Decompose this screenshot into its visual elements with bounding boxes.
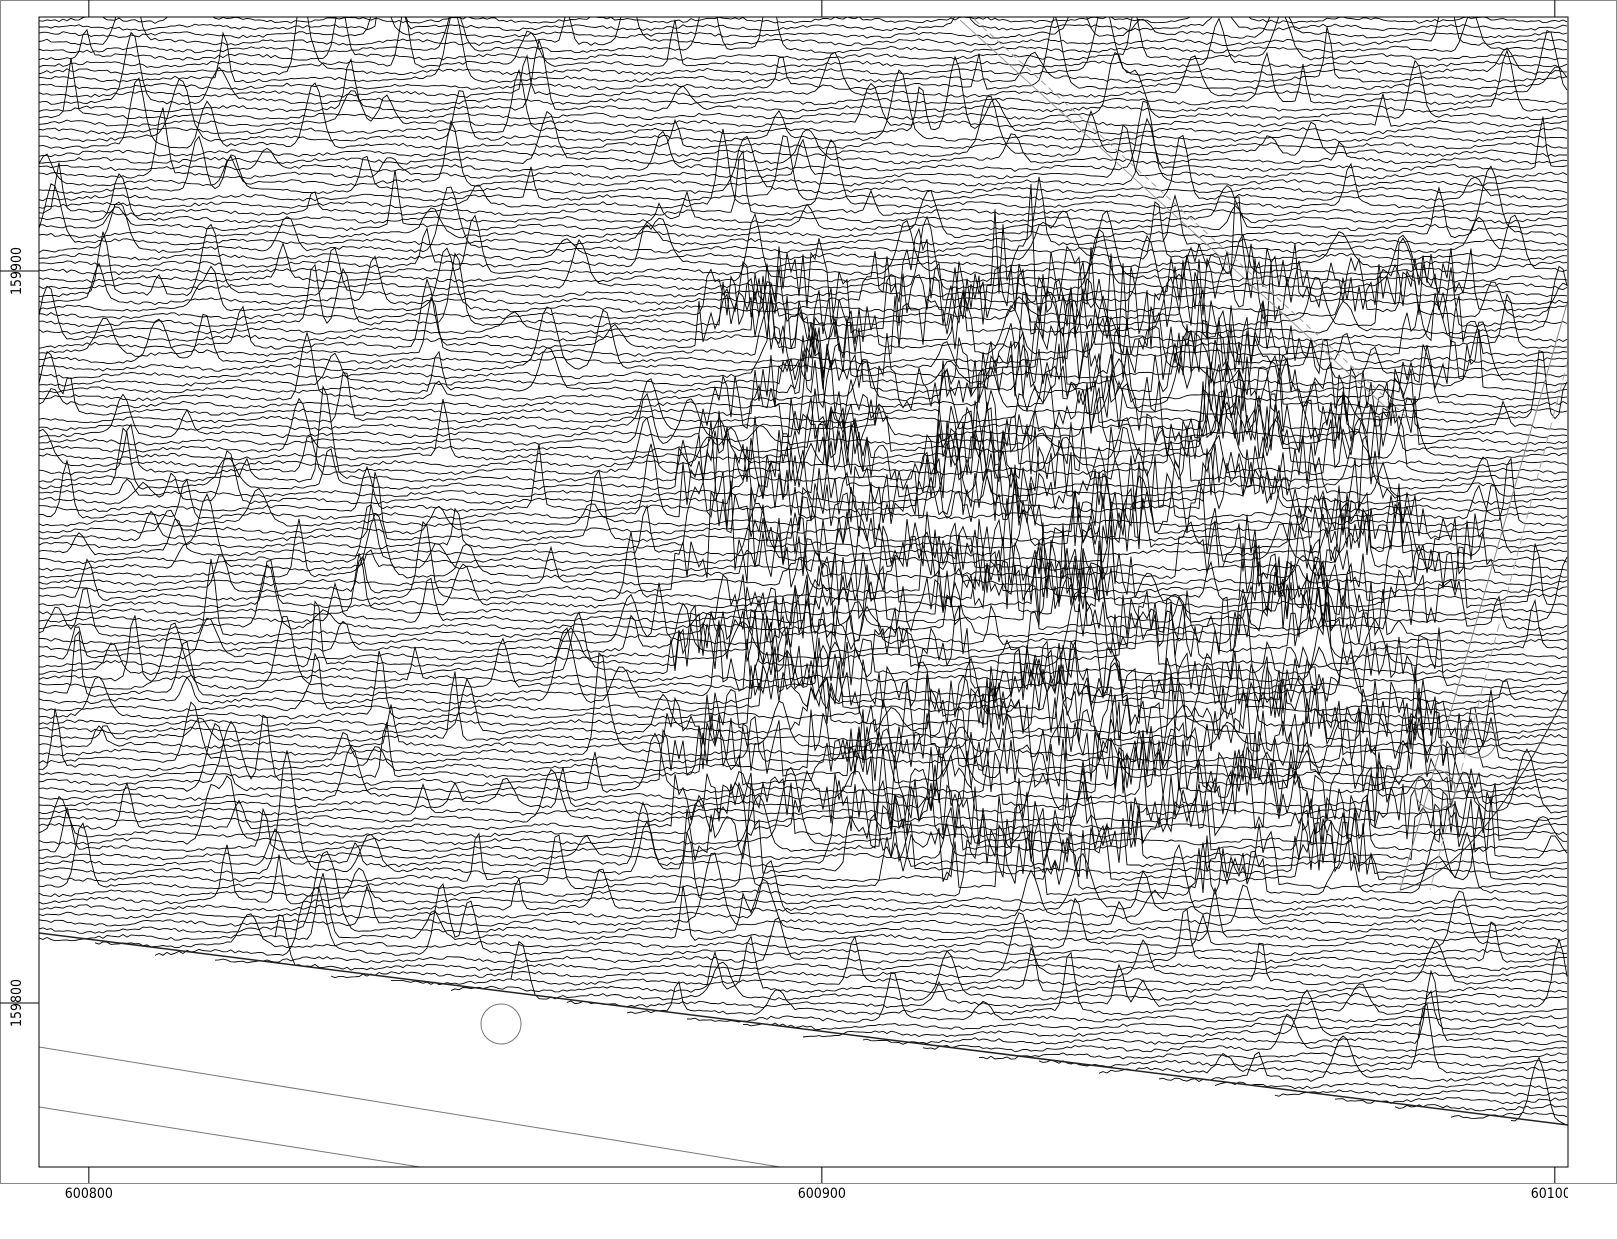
x-tick-label: 600900	[798, 1186, 846, 1202]
y-tick-label: 159900	[9, 247, 25, 295]
page: 600800600900601000159800159900 (() => { …	[0, 0, 1617, 1239]
y-tick-label: 159800	[9, 979, 25, 1027]
map-view: 600800600900601000159800159900	[0, 0, 1617, 1239]
x-tick-label: 600800	[65, 1186, 113, 1202]
